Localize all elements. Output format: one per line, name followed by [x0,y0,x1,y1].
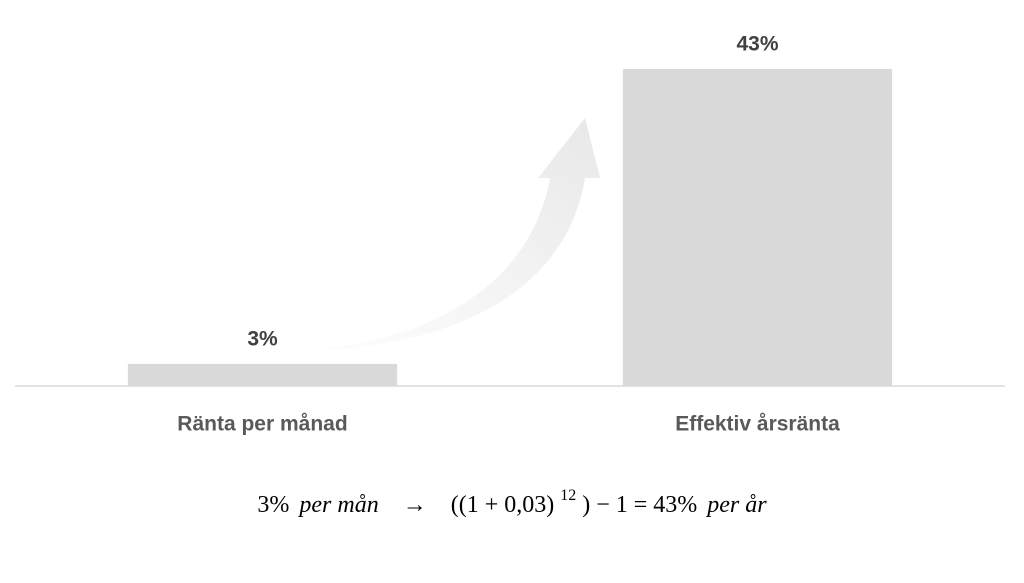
formula-part: ) − 1 = 43% [582,492,697,518]
formula-part: 3% [257,492,289,518]
formula-part: per år [705,492,767,518]
formula-part: ((1 + 0,03) [451,492,555,518]
growth-arrow [280,118,600,352]
x-tick-label: Effektiv årsränta [675,413,840,436]
bar [622,69,893,386]
bar [127,363,398,386]
formula: 3% per mån → ((1 + 0,03) 12 ) − 1 = 43% … [257,482,767,518]
formula-part: → [403,492,427,518]
x-tick-label: Ränta per månad [177,413,347,436]
formula-exponent: 12 [560,487,576,504]
value-label: 43% [736,33,778,56]
formula-part: per mån [297,492,378,518]
value-label: 3% [247,327,278,350]
